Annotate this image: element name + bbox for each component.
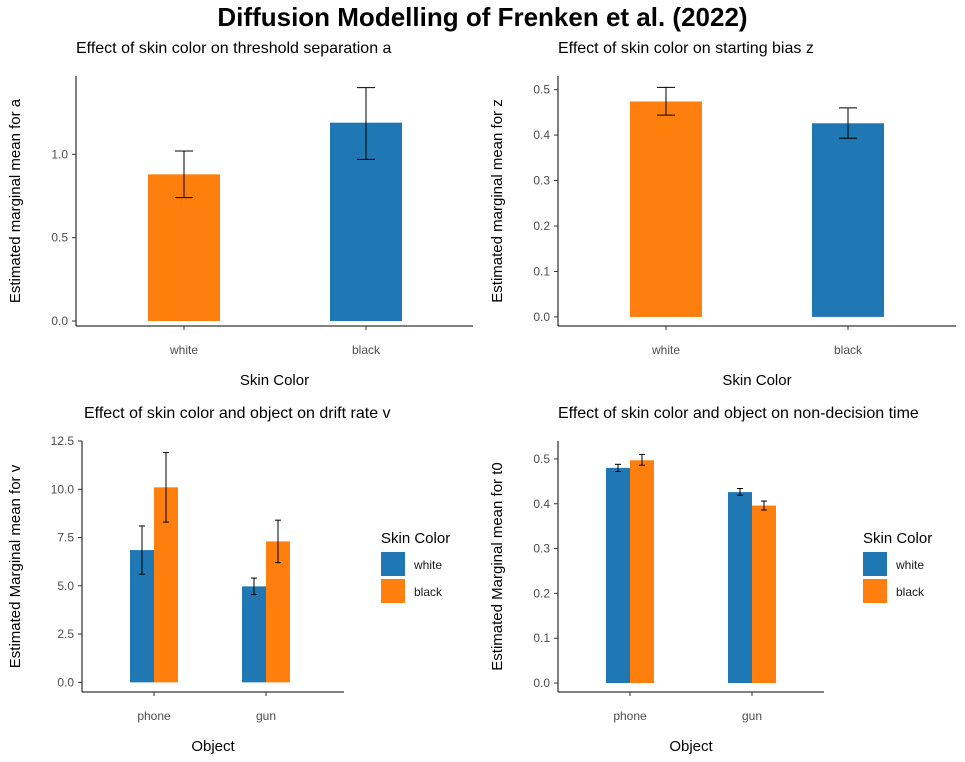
y-tick-label: 12.5 — [51, 434, 75, 448]
y-tick-label: 0.0 — [51, 314, 68, 328]
y-tick-label: 0.0 — [533, 676, 550, 690]
legend: Skin Color white black — [381, 530, 450, 603]
y-tick-label: 10.0 — [51, 482, 75, 496]
y-tick-label: 0.0 — [533, 310, 550, 324]
x-axis-label: Skin Color — [240, 372, 309, 389]
y-tick-label: 0.1 — [533, 631, 550, 645]
x-tick-label: gun — [742, 709, 762, 723]
bar-white-gun — [242, 586, 266, 683]
x-axis-label: Skin Color — [722, 372, 791, 389]
legend-swatch-white — [381, 552, 405, 576]
chart-panel-2: Effect of skin color on starting bias z 0… — [489, 40, 956, 389]
y-axis-label: Estimated marginal mean for a — [7, 98, 24, 303]
x-axis-label: Object — [669, 738, 713, 755]
y-tick-label: 0.3 — [533, 174, 550, 188]
chart-title: Effect of skin color on threshold separa… — [76, 40, 392, 57]
legend-label-white: white — [413, 558, 442, 572]
bar-white-phone — [606, 467, 630, 684]
bar-white-gun — [728, 492, 752, 684]
y-tick-label: 7.5 — [57, 531, 74, 545]
y-axis-label: Estimated marginal mean for z — [489, 99, 506, 302]
y-tick-label: 0.3 — [533, 542, 550, 556]
legend-label-white: white — [895, 558, 924, 572]
chart-title: Effect of skin color on starting bias z — [558, 40, 814, 57]
legend-label-black: black — [414, 585, 443, 599]
legend-swatch-black — [381, 579, 405, 603]
y-tick-label: 2.5 — [57, 627, 74, 641]
y-axis-label: Estimated Marginal mean for v — [7, 464, 24, 668]
bar-black — [812, 123, 884, 317]
bar-black-gun — [752, 505, 776, 684]
x-tick-label: white — [169, 343, 198, 357]
legend-swatch-white — [863, 552, 887, 576]
x-tick-label: phone — [137, 709, 171, 723]
y-tick-label: 0.2 — [533, 586, 550, 600]
y-tick-label: 0.4 — [533, 497, 550, 511]
y-tick-label: 0.4 — [533, 128, 550, 142]
legend-label-black: black — [896, 585, 925, 599]
bar-white — [630, 101, 702, 317]
x-tick-label: black — [834, 343, 863, 357]
y-tick-label: 0.5 — [533, 452, 550, 466]
figure-title: Diffusion Modelling of Frenken et al. (2… — [217, 2, 748, 32]
y-tick-label: 1.0 — [51, 147, 68, 161]
x-tick-label: gun — [256, 709, 276, 723]
legend-title: Skin Color — [381, 530, 450, 547]
y-tick-label: 0.5 — [51, 231, 68, 245]
x-tick-label: white — [651, 343, 680, 357]
x-tick-label: phone — [613, 709, 647, 723]
x-axis-label: Object — [191, 738, 235, 755]
y-axis-label: Estimated Marginal mean for t0 — [489, 462, 506, 670]
y-tick-label: 0.5 — [533, 83, 550, 97]
x-tick-label: black — [352, 343, 381, 357]
bar-black-gun — [266, 541, 290, 683]
chart-panel-3: Effect of skin color and object on drift… — [7, 405, 450, 755]
y-tick-label: 0.0 — [57, 675, 74, 689]
y-tick-label: 5.0 — [57, 579, 74, 593]
legend-title: Skin Color — [863, 530, 932, 547]
chart-panel-4: Effect of skin color and object on non-d… — [489, 405, 932, 755]
chart-title: Effect of skin color and object on non-d… — [558, 405, 919, 422]
y-tick-label: 0.2 — [533, 219, 550, 233]
chart-panel-1: Effect of skin color on threshold separa… — [7, 40, 473, 389]
chart-title: Effect of skin color and object on drift… — [84, 405, 391, 422]
bar-white — [148, 174, 220, 321]
legend: Skin Color white black — [863, 530, 932, 603]
bar-black-phone — [630, 460, 654, 684]
legend-swatch-black — [863, 579, 887, 603]
y-tick-label: 0.1 — [533, 264, 550, 278]
